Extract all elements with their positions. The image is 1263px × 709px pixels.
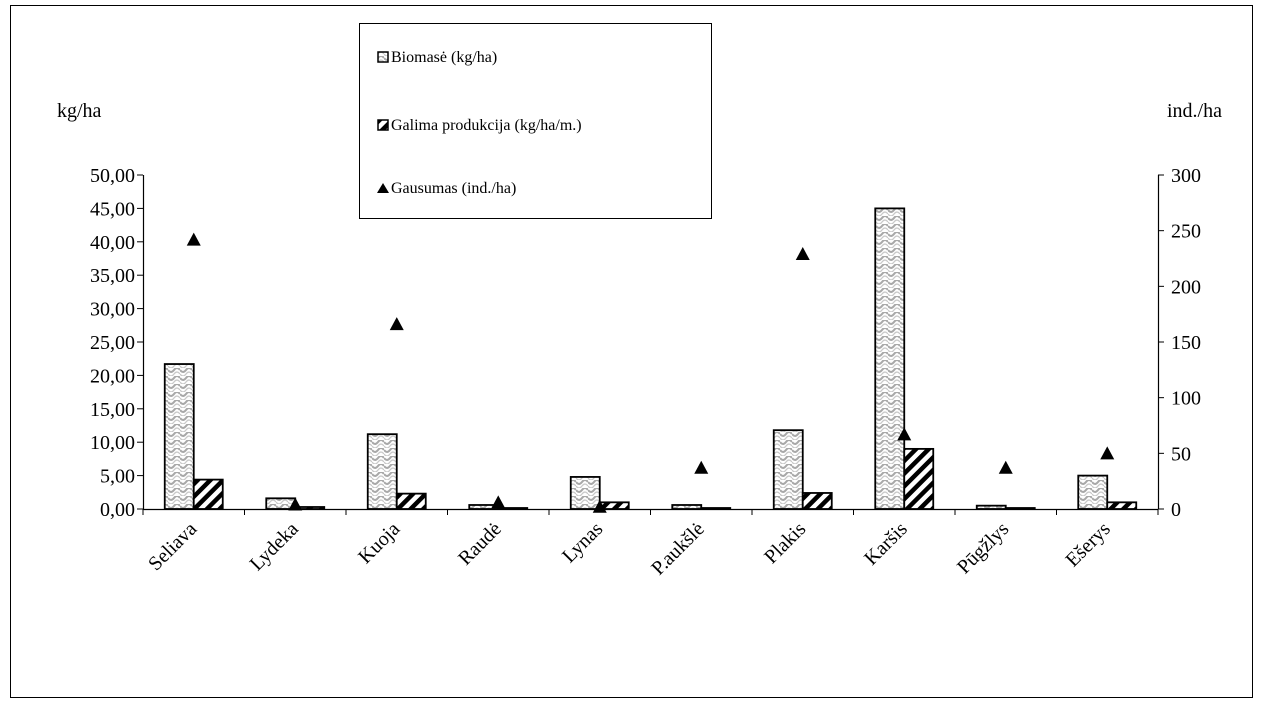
bar-biomase — [163, 363, 195, 510]
right-axis-unit-label: ind./ha — [1167, 100, 1222, 122]
left-axis-tick-label: 50,00 — [90, 165, 135, 187]
bar-biomase — [772, 429, 804, 510]
markers — [186, 232, 1115, 513]
legend-swatch-galima-produkcija — [377, 119, 389, 131]
bar-biomase — [1077, 474, 1109, 510]
legend-label-gausumas: Gausumas (ind./ha) — [391, 180, 516, 197]
left-axis-tick-label: 5,00 — [100, 466, 135, 488]
left-axis-tick-label: 25,00 — [90, 332, 135, 354]
bar-biomase — [671, 504, 703, 510]
marker-gausumas — [694, 460, 709, 474]
right-axis-tick-label: 50 — [1171, 443, 1191, 465]
bar-galima-produkcija — [497, 507, 529, 510]
left-axis-tick-label: 40,00 — [90, 232, 135, 254]
bar-biomase — [874, 207, 906, 510]
legend-item-galima-produkcija: Galima produkcija (kg/ha/m.) — [377, 117, 582, 134]
bar-biomase — [366, 433, 398, 510]
legend: Biomasė (kg/ha) Galima produkcija (kg/ha… — [359, 23, 712, 219]
legend-label-biomase: Biomasė (kg/ha) — [391, 49, 497, 66]
bars — [163, 207, 1138, 510]
left-axis-unit-label: kg/ha — [57, 100, 102, 122]
bar-galima-produkcija — [1106, 501, 1138, 510]
bar-galima-produkcija — [192, 478, 224, 510]
bar-galima-produkcija — [700, 507, 732, 510]
marker-gausumas — [795, 247, 810, 261]
left-axis-tick-label: 45,00 — [90, 198, 135, 220]
marker-gausumas — [592, 499, 607, 513]
bar-galima-produkcija — [801, 492, 833, 510]
right-axis-tick-label: 300 — [1171, 165, 1201, 187]
left-axis-tick-label: 15,00 — [90, 399, 135, 421]
legend-swatch-biomase — [377, 51, 389, 63]
legend-item-biomase: Biomasė (kg/ha) — [377, 49, 497, 66]
marker-gausumas — [998, 460, 1013, 474]
left-axis-tick-label: 20,00 — [90, 365, 135, 387]
right-axis-tick-label: 250 — [1171, 221, 1201, 243]
bar-biomase — [975, 504, 1007, 510]
marker-gausumas — [1100, 446, 1115, 460]
legend-marker-gausumas — [377, 183, 389, 193]
marker-gausumas — [897, 427, 912, 441]
marker-gausumas — [491, 495, 506, 509]
right-axis-tick-label: 100 — [1171, 388, 1201, 410]
legend-box — [359, 23, 712, 219]
bar-galima-produkcija — [1004, 507, 1036, 510]
legend-label-galima-produkcija: Galima produkcija (kg/ha/m.) — [391, 117, 582, 134]
bar-galima-produkcija — [903, 447, 935, 510]
marker-gausumas — [186, 232, 201, 246]
legend-item-gausumas: Gausumas (ind./ha) — [377, 180, 516, 197]
right-axis-tick-label: 200 — [1171, 276, 1201, 298]
marker-gausumas — [389, 317, 404, 331]
axes: 0,00 5,00 10,00 15,00 20,00 25,00 30,00 35,00 40… — [90, 165, 1201, 521]
marker-gausumas — [288, 497, 303, 511]
left-axis-tick-label: 0,00 — [100, 499, 135, 521]
right-axis-tick-label: 150 — [1171, 332, 1201, 354]
bar-galima-produkcija — [395, 492, 427, 510]
right-axis-tick-label: 0 — [1171, 499, 1181, 521]
left-axis-tick-label: 35,00 — [90, 265, 135, 287]
left-axis-tick-label: 30,00 — [90, 299, 135, 321]
left-axis-tick-label: 10,00 — [90, 432, 135, 454]
bar-biomase — [569, 476, 601, 510]
